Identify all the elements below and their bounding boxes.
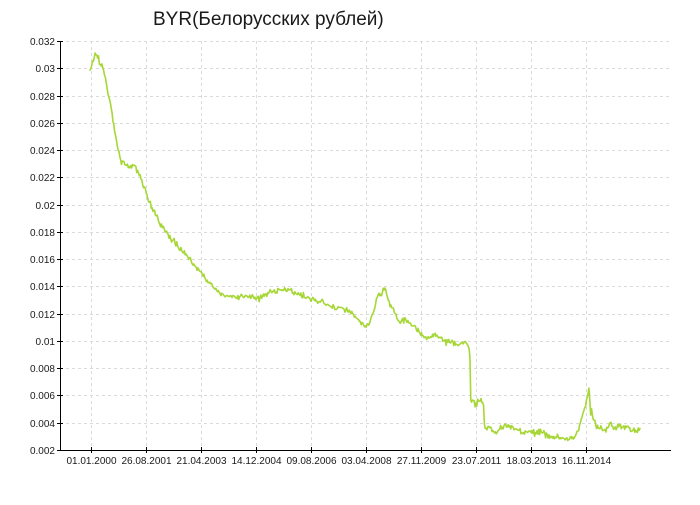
svg-text:03.04.2008: 03.04.2008	[341, 456, 391, 467]
svg-text:0.002: 0.002	[30, 446, 55, 457]
svg-text:27.11.2009: 27.11.2009	[397, 456, 447, 467]
svg-text:0.008: 0.008	[30, 364, 55, 375]
svg-text:18.03.2013: 18.03.2013	[506, 456, 556, 467]
svg-text:0.028: 0.028	[30, 92, 55, 103]
svg-text:14.12.2004: 14.12.2004	[231, 456, 281, 467]
svg-text:0.032: 0.032	[30, 37, 55, 48]
svg-text:0.016: 0.016	[30, 255, 55, 266]
svg-text:0.006: 0.006	[30, 391, 55, 402]
svg-text:0.024: 0.024	[30, 146, 55, 157]
svg-text:16.11.2014: 16.11.2014	[562, 456, 612, 467]
svg-text:0.018: 0.018	[30, 228, 55, 239]
svg-text:26.08.2001: 26.08.2001	[121, 456, 171, 467]
svg-text:0.026: 0.026	[30, 119, 55, 130]
svg-text:23.07.2011: 23.07.2011	[452, 456, 502, 467]
svg-text:0.014: 0.014	[30, 282, 55, 293]
svg-text:0.03: 0.03	[36, 64, 56, 75]
svg-text:0.01: 0.01	[36, 337, 56, 348]
svg-text:09.08.2006: 09.08.2006	[286, 456, 336, 467]
svg-text:0.004: 0.004	[30, 419, 55, 430]
svg-text:21.04.2003: 21.04.2003	[176, 456, 226, 467]
svg-text:0.02: 0.02	[36, 201, 56, 212]
svg-text:01.01.2000: 01.01.2000	[66, 456, 116, 467]
svg-text:0.012: 0.012	[30, 310, 55, 321]
svg-text:0.022: 0.022	[30, 173, 55, 184]
